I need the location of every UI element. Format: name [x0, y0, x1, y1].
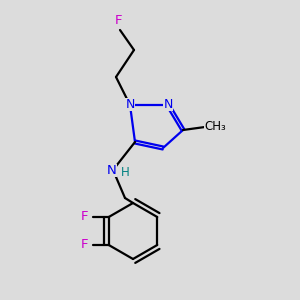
Text: F: F	[81, 211, 88, 224]
Text: F: F	[81, 238, 88, 251]
Text: CH₃: CH₃	[204, 121, 226, 134]
Text: N: N	[107, 164, 117, 176]
Text: N: N	[163, 98, 173, 110]
Text: F: F	[114, 14, 122, 26]
Text: H: H	[121, 167, 129, 179]
Text: N: N	[125, 98, 135, 110]
